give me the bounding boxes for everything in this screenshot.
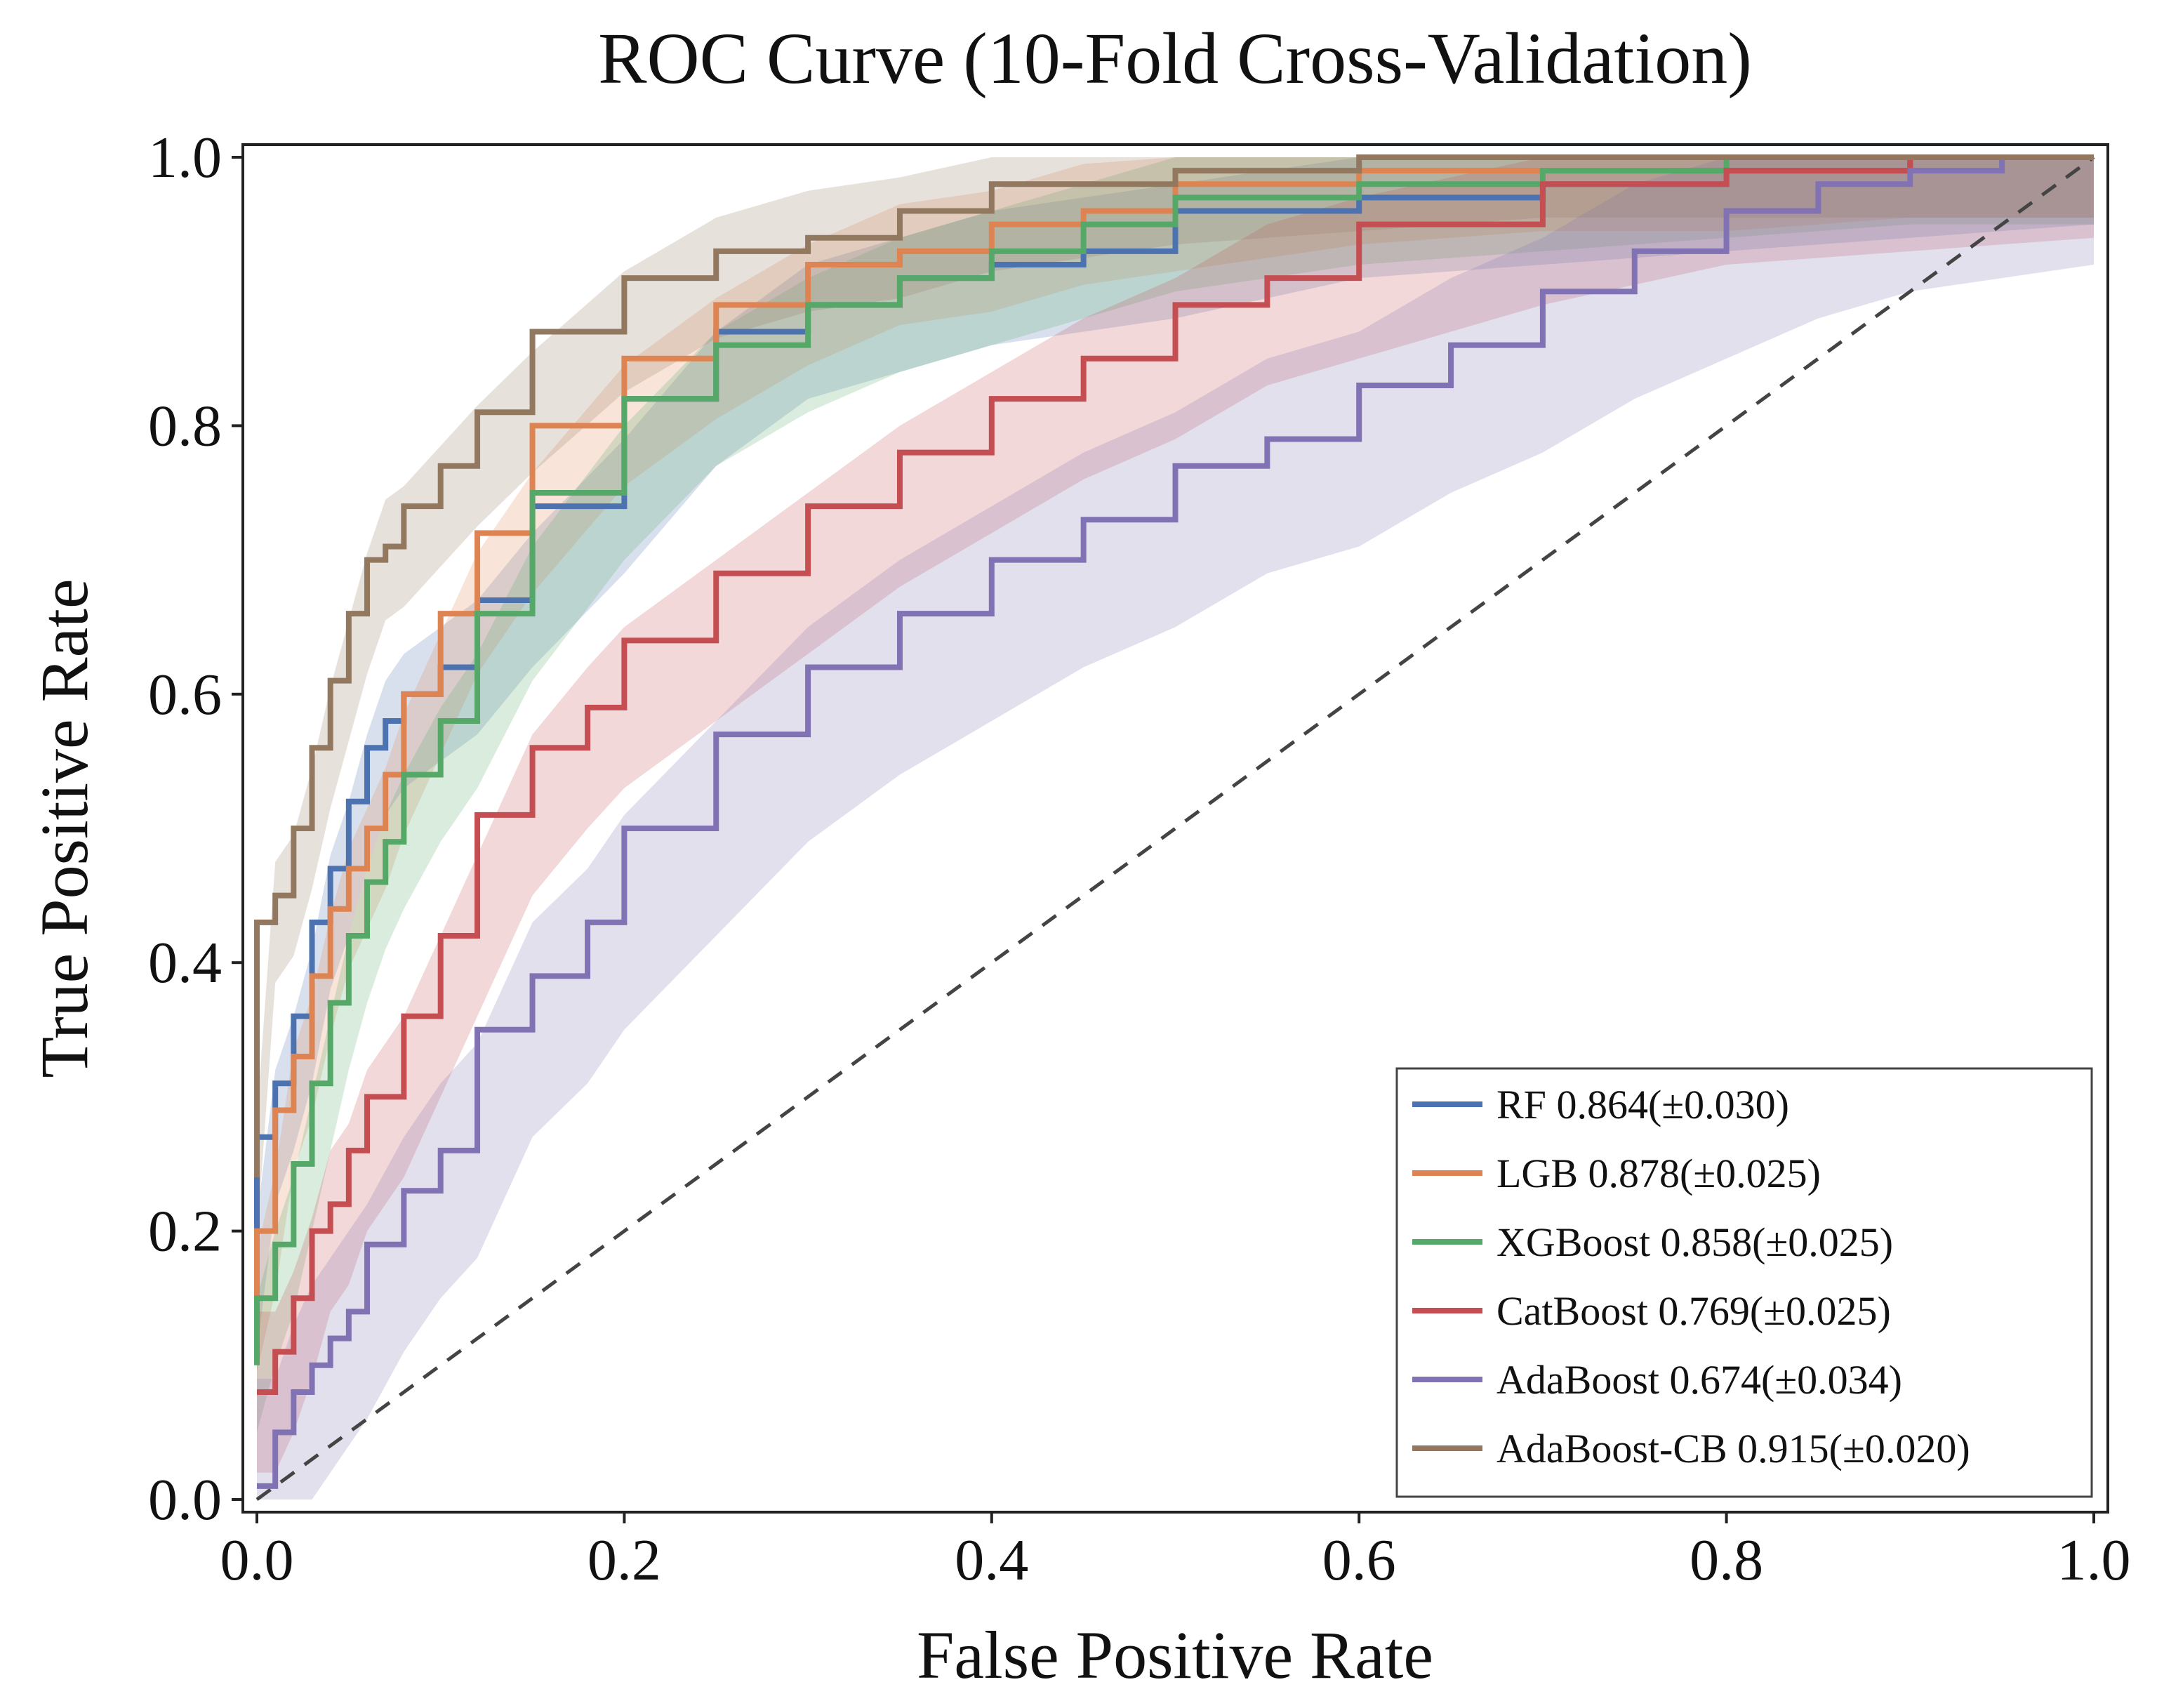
legend-label-adaboost-cb: AdaBoost-CB 0.915(±0.020)	[1496, 1426, 1970, 1471]
chart-title: ROC Curve (10-Fold Cross-Validation)	[598, 18, 1752, 99]
legend-label-catboost: CatBoost 0.769(±0.025)	[1496, 1288, 1891, 1334]
plot-frame	[241, 143, 2109, 1514]
y-tick-label: 1.0	[148, 125, 222, 190]
legend-box	[1395, 1067, 2093, 1498]
line-adaboost	[257, 154, 2094, 1489]
x-tick-label: 0.0	[220, 1528, 294, 1593]
x-tick-label: 1.0	[2057, 1528, 2131, 1593]
band-rf	[257, 157, 2094, 1352]
y-tick-label: 0.2	[148, 1199, 222, 1264]
line-catboost	[257, 154, 2094, 1396]
line-xgboost	[254, 154, 2094, 1365]
x-tick-label: 0.2	[588, 1528, 661, 1593]
line-adaboost-cb	[254, 154, 2094, 1178]
legend-label-xgboost: XGBoost 0.858(±0.025)	[1496, 1219, 1893, 1265]
legend-label-rf: RF 0.864(±0.030)	[1496, 1082, 1789, 1127]
y-tick-label: 0.6	[148, 662, 222, 727]
legend: RF 0.864(±0.030) LGB 0.878(±0.025) XGBoost…	[1395, 1067, 2093, 1498]
y-tick-label: 0.0	[148, 1467, 222, 1532]
x-tick-label: 0.6	[1322, 1528, 1396, 1593]
legend-label-lgb: LGB 0.878(±0.025)	[1496, 1151, 1821, 1196]
x-axis-label: False Positive Rate	[917, 1617, 1433, 1693]
roc-lines	[254, 154, 2094, 1489]
y-tick-label: 0.8	[148, 393, 222, 458]
y-axis-ticks: 0.0 0.2 0.4 0.6 0.8 1.0	[148, 125, 243, 1532]
chance-diagonal-line	[255, 155, 2095, 1502]
x-tick-label: 0.8	[1690, 1528, 1763, 1593]
x-axis-ticks: 0.0 0.2 0.4 0.6 0.8 1.0	[220, 1512, 2131, 1593]
legend-label-adaboost: AdaBoost 0.674(±0.034)	[1496, 1357, 1902, 1403]
y-axis-label: True Positive Rate	[27, 578, 102, 1078]
y-tick-label: 0.4	[148, 930, 222, 995]
x-tick-label: 0.4	[955, 1528, 1028, 1593]
band-catboost	[257, 157, 2094, 1473]
